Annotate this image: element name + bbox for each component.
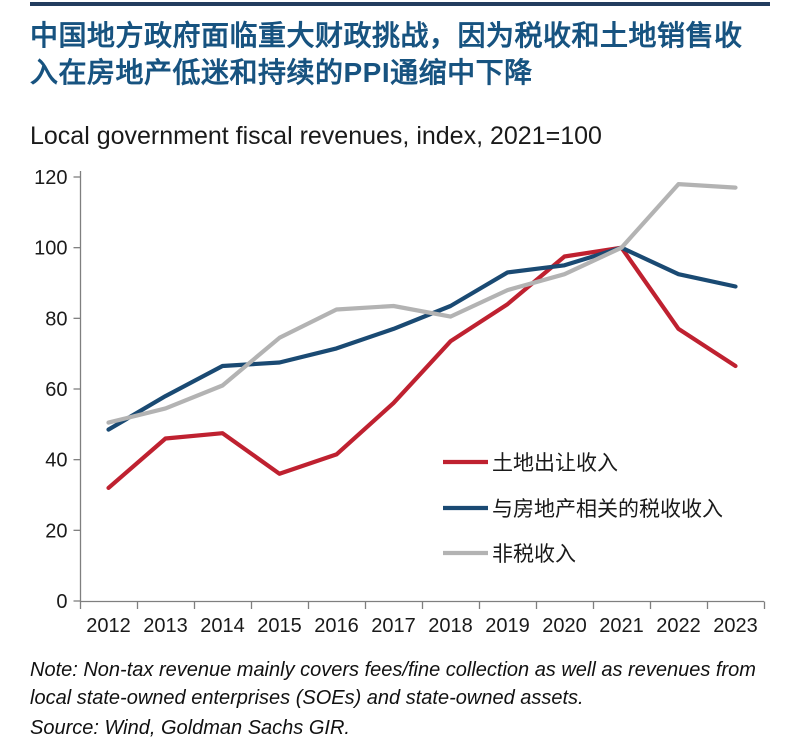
chart-title: Local government fiscal revenues, index,… xyxy=(30,121,602,150)
x-tick-label: 2021 xyxy=(599,615,644,637)
series-line-2 xyxy=(106,181,738,425)
y-tick-label: 40 xyxy=(45,450,67,472)
x-tick-label: 2019 xyxy=(485,615,530,637)
x-tick-label: 2012 xyxy=(86,615,131,637)
x-tick-label: 2023 xyxy=(713,615,758,637)
chart-source: Source: Wind, Goldman Sachs GIR. xyxy=(30,716,350,739)
page-title: 中国地方政府面临重大财政挑战，因为税收和土地销售收入在房地产低迷和持续的PPI通… xyxy=(30,20,743,88)
x-tick-label: 2013 xyxy=(143,615,188,637)
x-tick-label: 2016 xyxy=(314,615,359,637)
y-tick-label: 80 xyxy=(45,308,67,330)
x-tick-label: 2020 xyxy=(542,615,587,637)
line-chart: 0 20 40 60 80 100 120 2012 2013 2014 2015 2016 2017 2… xyxy=(30,157,770,650)
series-line-1 xyxy=(106,245,738,432)
x-tick-label: 2015 xyxy=(257,615,302,637)
footnotes: Note: Non-tax revenue mainly covers fees… xyxy=(30,656,770,742)
x-tick-label: 2022 xyxy=(656,615,701,637)
x-tick-label: 2017 xyxy=(371,615,416,637)
top-rule xyxy=(30,2,770,6)
chart-svg: 0 20 40 60 80 100 120 2012 2013 2014 2015 2016 2017 2… xyxy=(34,167,766,637)
legend-label-2: 非税收入 xyxy=(492,543,576,566)
legend-label-0: 土地出让收入 xyxy=(492,452,618,475)
y-tick-label: 60 xyxy=(45,379,67,401)
y-tick-label: 20 xyxy=(45,520,67,542)
chart-note: Note: Non-tax revenue mainly covers fees… xyxy=(30,658,756,709)
series-line-0 xyxy=(106,245,738,490)
y-tick-label: 100 xyxy=(34,238,67,260)
x-tick-label: 2018 xyxy=(428,615,473,637)
x-tick-label: 2014 xyxy=(200,615,245,637)
legend-label-1: 与房地产相关的税收收入 xyxy=(492,498,723,521)
y-tick-label: 120 xyxy=(34,167,67,189)
y-tick-label: 0 xyxy=(56,591,67,613)
